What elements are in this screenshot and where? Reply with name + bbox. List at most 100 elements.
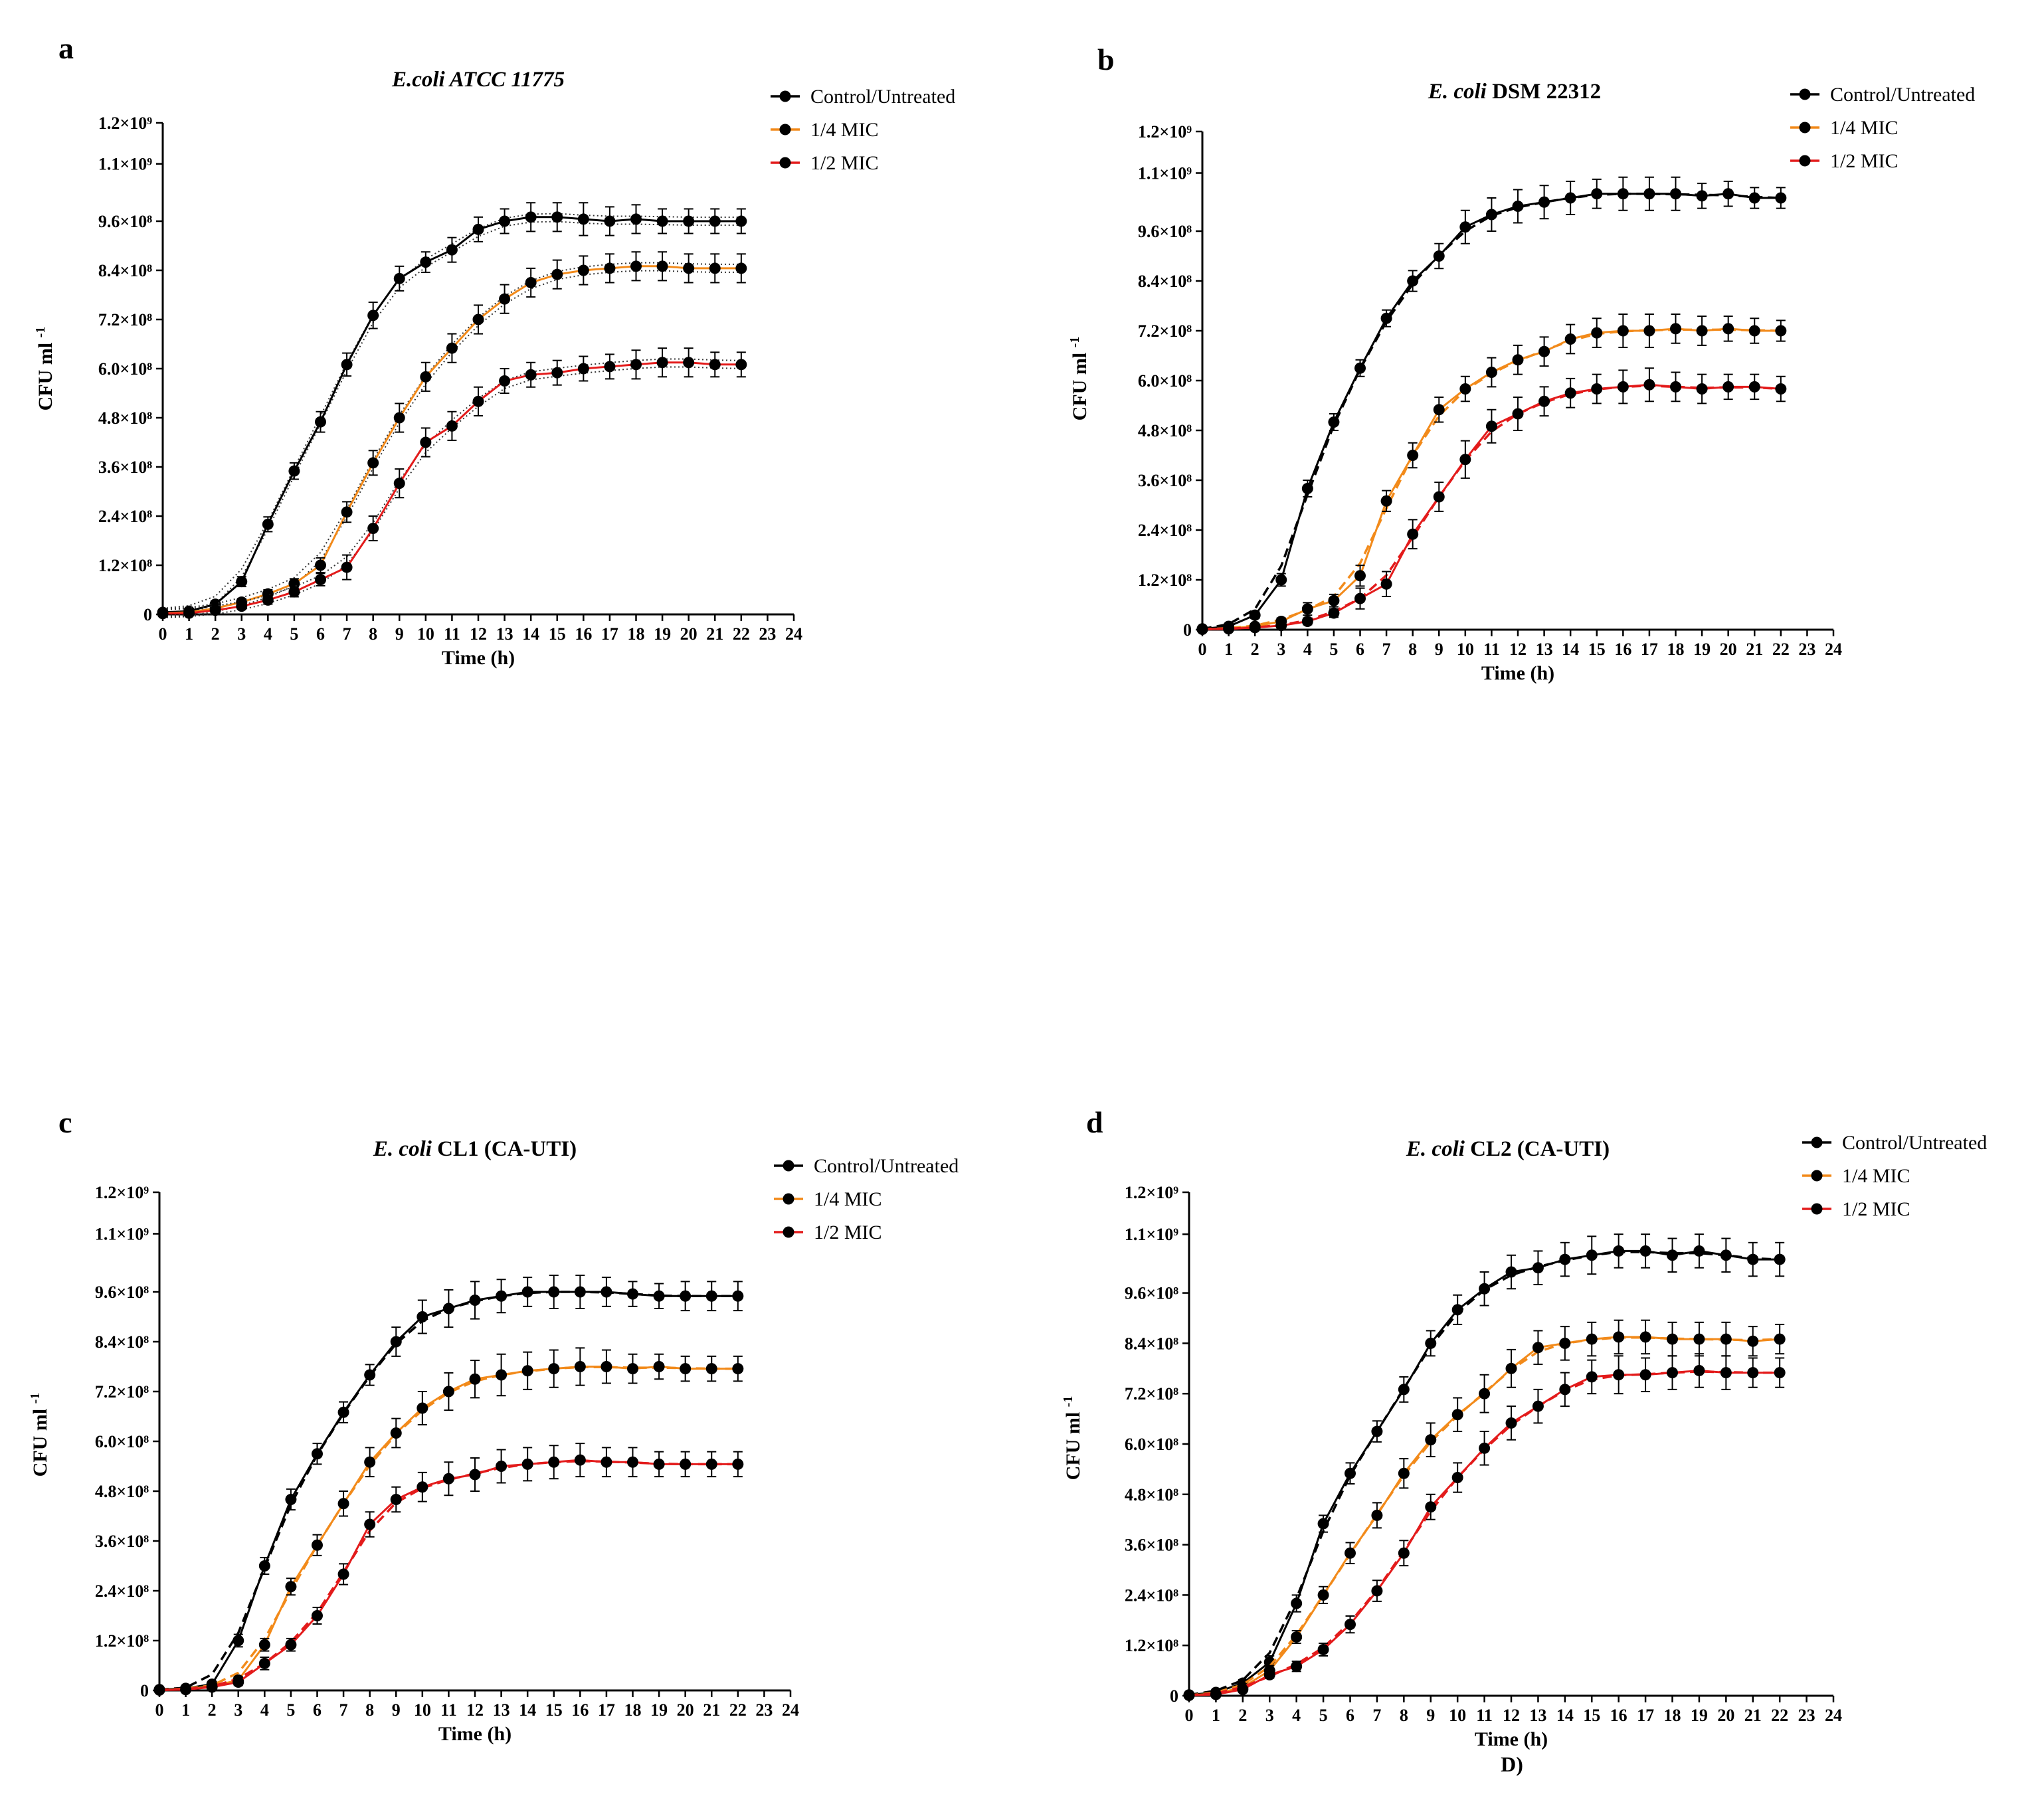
data-point — [1249, 622, 1261, 634]
data-point — [709, 215, 721, 227]
data-point — [604, 215, 616, 227]
legend-label: 1/4 MIC — [1842, 1165, 1910, 1187]
x-tick-label: 24 — [782, 1700, 799, 1720]
data-point — [548, 1363, 560, 1375]
x-tick-label: 16 — [1610, 1706, 1627, 1725]
x-tick-label: 16 — [1614, 640, 1631, 659]
data-point — [367, 523, 379, 534]
series-quarter — [153, 1347, 744, 1696]
data-point — [236, 600, 248, 612]
x-tick-label: 3 — [237, 624, 246, 644]
data-point — [1613, 1245, 1625, 1257]
data-point — [499, 293, 511, 305]
data-point — [1559, 1384, 1571, 1396]
data-point — [420, 371, 432, 383]
x-tick-label: 5 — [1319, 1706, 1328, 1725]
data-point — [1617, 188, 1629, 200]
data-point — [1371, 1509, 1383, 1521]
data-point — [683, 357, 695, 369]
data-point — [1485, 209, 1497, 221]
data-point — [656, 357, 668, 369]
data-point — [341, 561, 353, 573]
data-point — [236, 576, 248, 588]
data-point — [1639, 1331, 1651, 1343]
x-tick-label: 1 — [181, 1700, 190, 1720]
legend-marker — [779, 157, 791, 169]
y-tick-label: 6.0×10⁸ — [98, 359, 152, 379]
data-point — [446, 342, 458, 354]
chart-title-part: E. coli — [1428, 80, 1487, 104]
data-point — [315, 559, 326, 571]
data-point — [627, 1456, 638, 1468]
x-tick-label: 2 — [208, 1700, 217, 1720]
x-tick-label: 22 — [729, 1700, 747, 1720]
data-point — [315, 574, 326, 586]
data-point — [1398, 1467, 1410, 1479]
x-tick-label: 2 — [1238, 1706, 1247, 1725]
legend-marker — [783, 1226, 794, 1238]
data-point — [1720, 1249, 1732, 1261]
series-line — [159, 1365, 738, 1691]
x-tick-label: 18 — [628, 624, 645, 644]
data-point — [420, 436, 432, 448]
y-tick-label: 4.8×10⁸ — [95, 1482, 149, 1501]
data-point — [735, 262, 747, 274]
y-tick-label: 4.8×10⁸ — [1138, 421, 1192, 440]
data-point — [1275, 620, 1287, 632]
data-point — [1512, 354, 1524, 366]
data-point — [258, 1657, 270, 1669]
y-tick-label: 0 — [143, 605, 152, 624]
data-point — [442, 1386, 454, 1398]
data-point — [1433, 250, 1445, 262]
data-point — [525, 369, 537, 381]
x-tick-label: 7 — [1372, 1706, 1381, 1725]
y-tick-label: 6.0×10⁸ — [95, 1432, 149, 1451]
x-tick-label: 1 — [185, 624, 193, 644]
data-point — [1433, 491, 1445, 503]
data-point — [442, 1473, 454, 1485]
data-point — [1345, 1619, 1356, 1631]
data-point — [705, 1290, 717, 1302]
x-tick-label: 16 — [575, 624, 592, 644]
chart-title-part: CL2 (CA-UTI) — [1465, 1137, 1610, 1161]
series-half — [1196, 367, 1787, 635]
data-point — [601, 1286, 612, 1298]
x-tick-label: 9 — [395, 624, 404, 644]
x-tick-label: 4 — [260, 1700, 269, 1720]
data-point — [683, 262, 695, 274]
data-point — [1538, 196, 1550, 208]
data-point — [574, 1454, 586, 1466]
x-tick-label: 6 — [1346, 1706, 1354, 1725]
data-point — [574, 1286, 586, 1298]
x-tick-label: 19 — [654, 624, 671, 644]
x-tick-label: 16 — [571, 1700, 589, 1720]
data-point — [1183, 1689, 1195, 1701]
data-point — [577, 213, 589, 225]
data-point — [1774, 1253, 1786, 1265]
data-point — [1407, 275, 1419, 287]
y-tick-label: 2.4×10⁸ — [98, 507, 152, 526]
x-tick-label: 7 — [339, 1700, 348, 1720]
data-point — [627, 1363, 638, 1375]
x-tick-label: 18 — [1667, 640, 1685, 659]
panel-letter: b — [1097, 43, 1115, 76]
data-point — [709, 262, 721, 274]
x-tick-label: 4 — [1292, 1706, 1301, 1725]
data-point — [1301, 603, 1313, 615]
data-point — [1291, 1597, 1303, 1609]
y-axis-label: CFU ml -1 — [33, 327, 56, 411]
chart-title-part: E. coli — [1406, 1137, 1465, 1161]
data-point — [1459, 454, 1471, 466]
data-point — [1586, 1333, 1598, 1345]
data-point — [705, 1458, 717, 1470]
legend: Control/Untreated 1/4 MIC 1/2 MIC — [1802, 1132, 1987, 1220]
data-point — [1564, 333, 1576, 345]
data-point — [1196, 623, 1208, 635]
data-point — [1485, 420, 1497, 432]
x-tick-label: 15 — [549, 624, 566, 644]
chart-title-part: E. coli — [373, 1137, 432, 1161]
x-tick-label: 11 — [440, 1700, 457, 1720]
